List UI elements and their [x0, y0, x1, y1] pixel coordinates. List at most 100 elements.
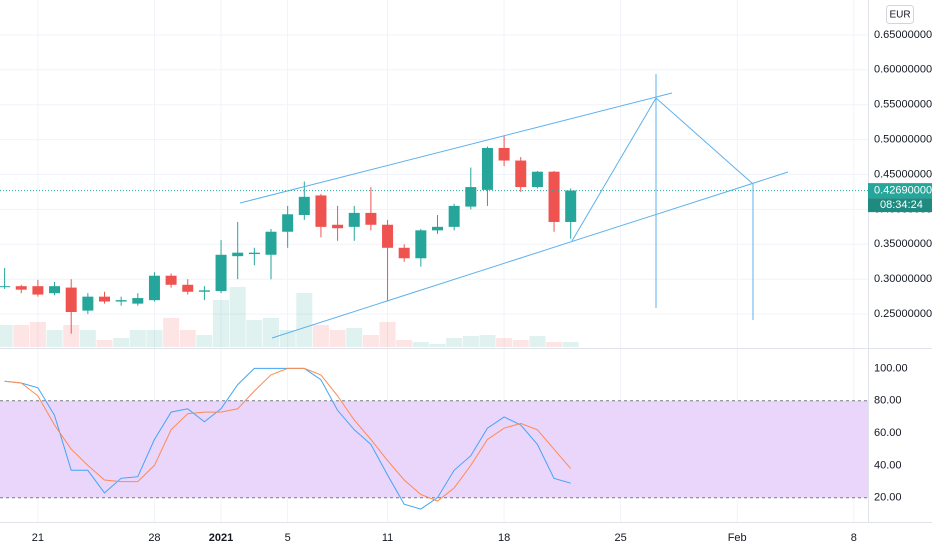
volume-bar [329, 330, 346, 347]
last-price-badge [868, 183, 932, 199]
y-tick-label: 20.00 [874, 492, 902, 504]
volume-bar [462, 336, 479, 347]
candle-body [148, 275, 160, 301]
volume-bar [63, 325, 80, 347]
x-tick-label: 5 [285, 532, 291, 544]
y-tick-label: 0.55000000 [874, 99, 932, 111]
volume-bar [0, 325, 13, 347]
x-tick-label: Feb [728, 532, 747, 544]
volume-bar [29, 322, 46, 347]
volume-bar [312, 325, 329, 347]
x-tick-label: 28 [148, 532, 160, 544]
volume-bar [229, 287, 246, 347]
volume-bar [546, 342, 563, 347]
y-tick-label: 60.00 [874, 427, 902, 439]
volume-bar [196, 335, 213, 347]
channel-upper [239, 92, 673, 204]
candle-body [481, 147, 493, 190]
last-price-label: 0.42690000 [874, 185, 932, 197]
candle-body [198, 290, 210, 292]
y-tick-label: 0.45000000 [874, 168, 932, 180]
volume-bar [296, 293, 313, 347]
volume-bar [429, 344, 446, 347]
candle-body [298, 196, 310, 215]
y-tick-label: 0.25000000 [874, 308, 932, 320]
drawings [239, 74, 789, 339]
candle-body [15, 286, 27, 290]
volume-bar [362, 335, 379, 347]
volume-bar [263, 318, 279, 347]
y-tick-label: 0.35000000 [874, 238, 932, 250]
countdown-badge [868, 198, 932, 213]
candle-body [415, 230, 427, 259]
candle-body [282, 214, 294, 232]
x-tick-label: 18 [498, 532, 510, 544]
y-tick-label: 0.60000000 [874, 64, 932, 76]
candle-body [49, 286, 61, 294]
candle-body [65, 287, 77, 313]
y-tick-label: 80.00 [874, 395, 902, 407]
candle-body [332, 224, 344, 229]
volume-bar [246, 320, 263, 347]
countdown-label: 08:34:24 [880, 199, 923, 211]
volume-bar [79, 330, 96, 347]
candle-body [115, 300, 127, 302]
volume-bar [379, 322, 396, 347]
volume-bar [446, 338, 463, 347]
candle-body [248, 252, 260, 255]
volume-bar [96, 340, 113, 347]
volume-bar [46, 330, 63, 347]
y-tick-label: 100.00 [874, 362, 908, 374]
candle-body [432, 226, 443, 231]
candle-body [99, 296, 110, 302]
volume-bar [562, 342, 579, 347]
candle-body [465, 187, 477, 207]
candle-body [232, 252, 244, 257]
y-tick-label: 40.00 [874, 459, 902, 471]
candle-body [165, 275, 177, 285]
volume-bar [396, 340, 413, 347]
volume-bar [346, 328, 363, 347]
volume [0, 287, 579, 347]
volume-bar [113, 338, 130, 347]
volume-bar [129, 330, 146, 347]
candle-body [365, 212, 377, 225]
stoch-line [4, 367, 572, 502]
currency-button[interactable]: EUR [886, 5, 914, 24]
x-tick-label: 21 [32, 532, 44, 544]
candle-body [32, 286, 44, 295]
y-tick-label: 0.30000000 [874, 273, 932, 285]
candle-body [382, 224, 394, 248]
currency-box[interactable] [886, 5, 914, 24]
y-tick-label: 0.65000000 [874, 29, 932, 41]
candle-body [448, 205, 460, 227]
candle-body [132, 298, 144, 304]
x-tick-label: 2021 [209, 532, 233, 544]
x-tick-label: 11 [382, 532, 393, 544]
x-tick-label: 25 [615, 532, 627, 544]
stochastic-pane [0, 367, 868, 510]
volume-bar [13, 325, 30, 347]
currency-label[interactable]: EUR [889, 10, 910, 21]
volume-bar [213, 300, 230, 347]
candle-body [348, 212, 360, 227]
candle-body [315, 195, 327, 227]
candle-body [398, 247, 410, 259]
candle-body [265, 231, 277, 255]
candle-body [0, 286, 11, 288]
channel-lower [271, 171, 789, 339]
candle-body [498, 147, 510, 161]
candles [0, 136, 577, 334]
y-tick-label: 0.50000000 [874, 134, 932, 146]
volume-bar [529, 336, 546, 347]
x-tick-label: 8 [851, 532, 857, 544]
band-fill [0, 400, 868, 498]
volume-bar [496, 338, 513, 347]
candle-body [531, 171, 543, 188]
projection [571, 97, 754, 242]
volume-bar [146, 330, 163, 347]
candle-body [182, 284, 194, 292]
volume-bar [479, 335, 496, 347]
